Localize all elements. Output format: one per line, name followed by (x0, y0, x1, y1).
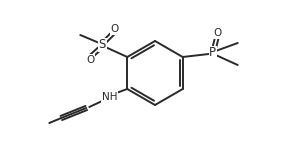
Text: NH: NH (102, 92, 117, 102)
Text: O: O (214, 28, 222, 38)
Text: S: S (99, 39, 106, 52)
Text: P: P (209, 46, 216, 60)
Text: O: O (110, 24, 118, 34)
Text: O: O (86, 55, 94, 65)
